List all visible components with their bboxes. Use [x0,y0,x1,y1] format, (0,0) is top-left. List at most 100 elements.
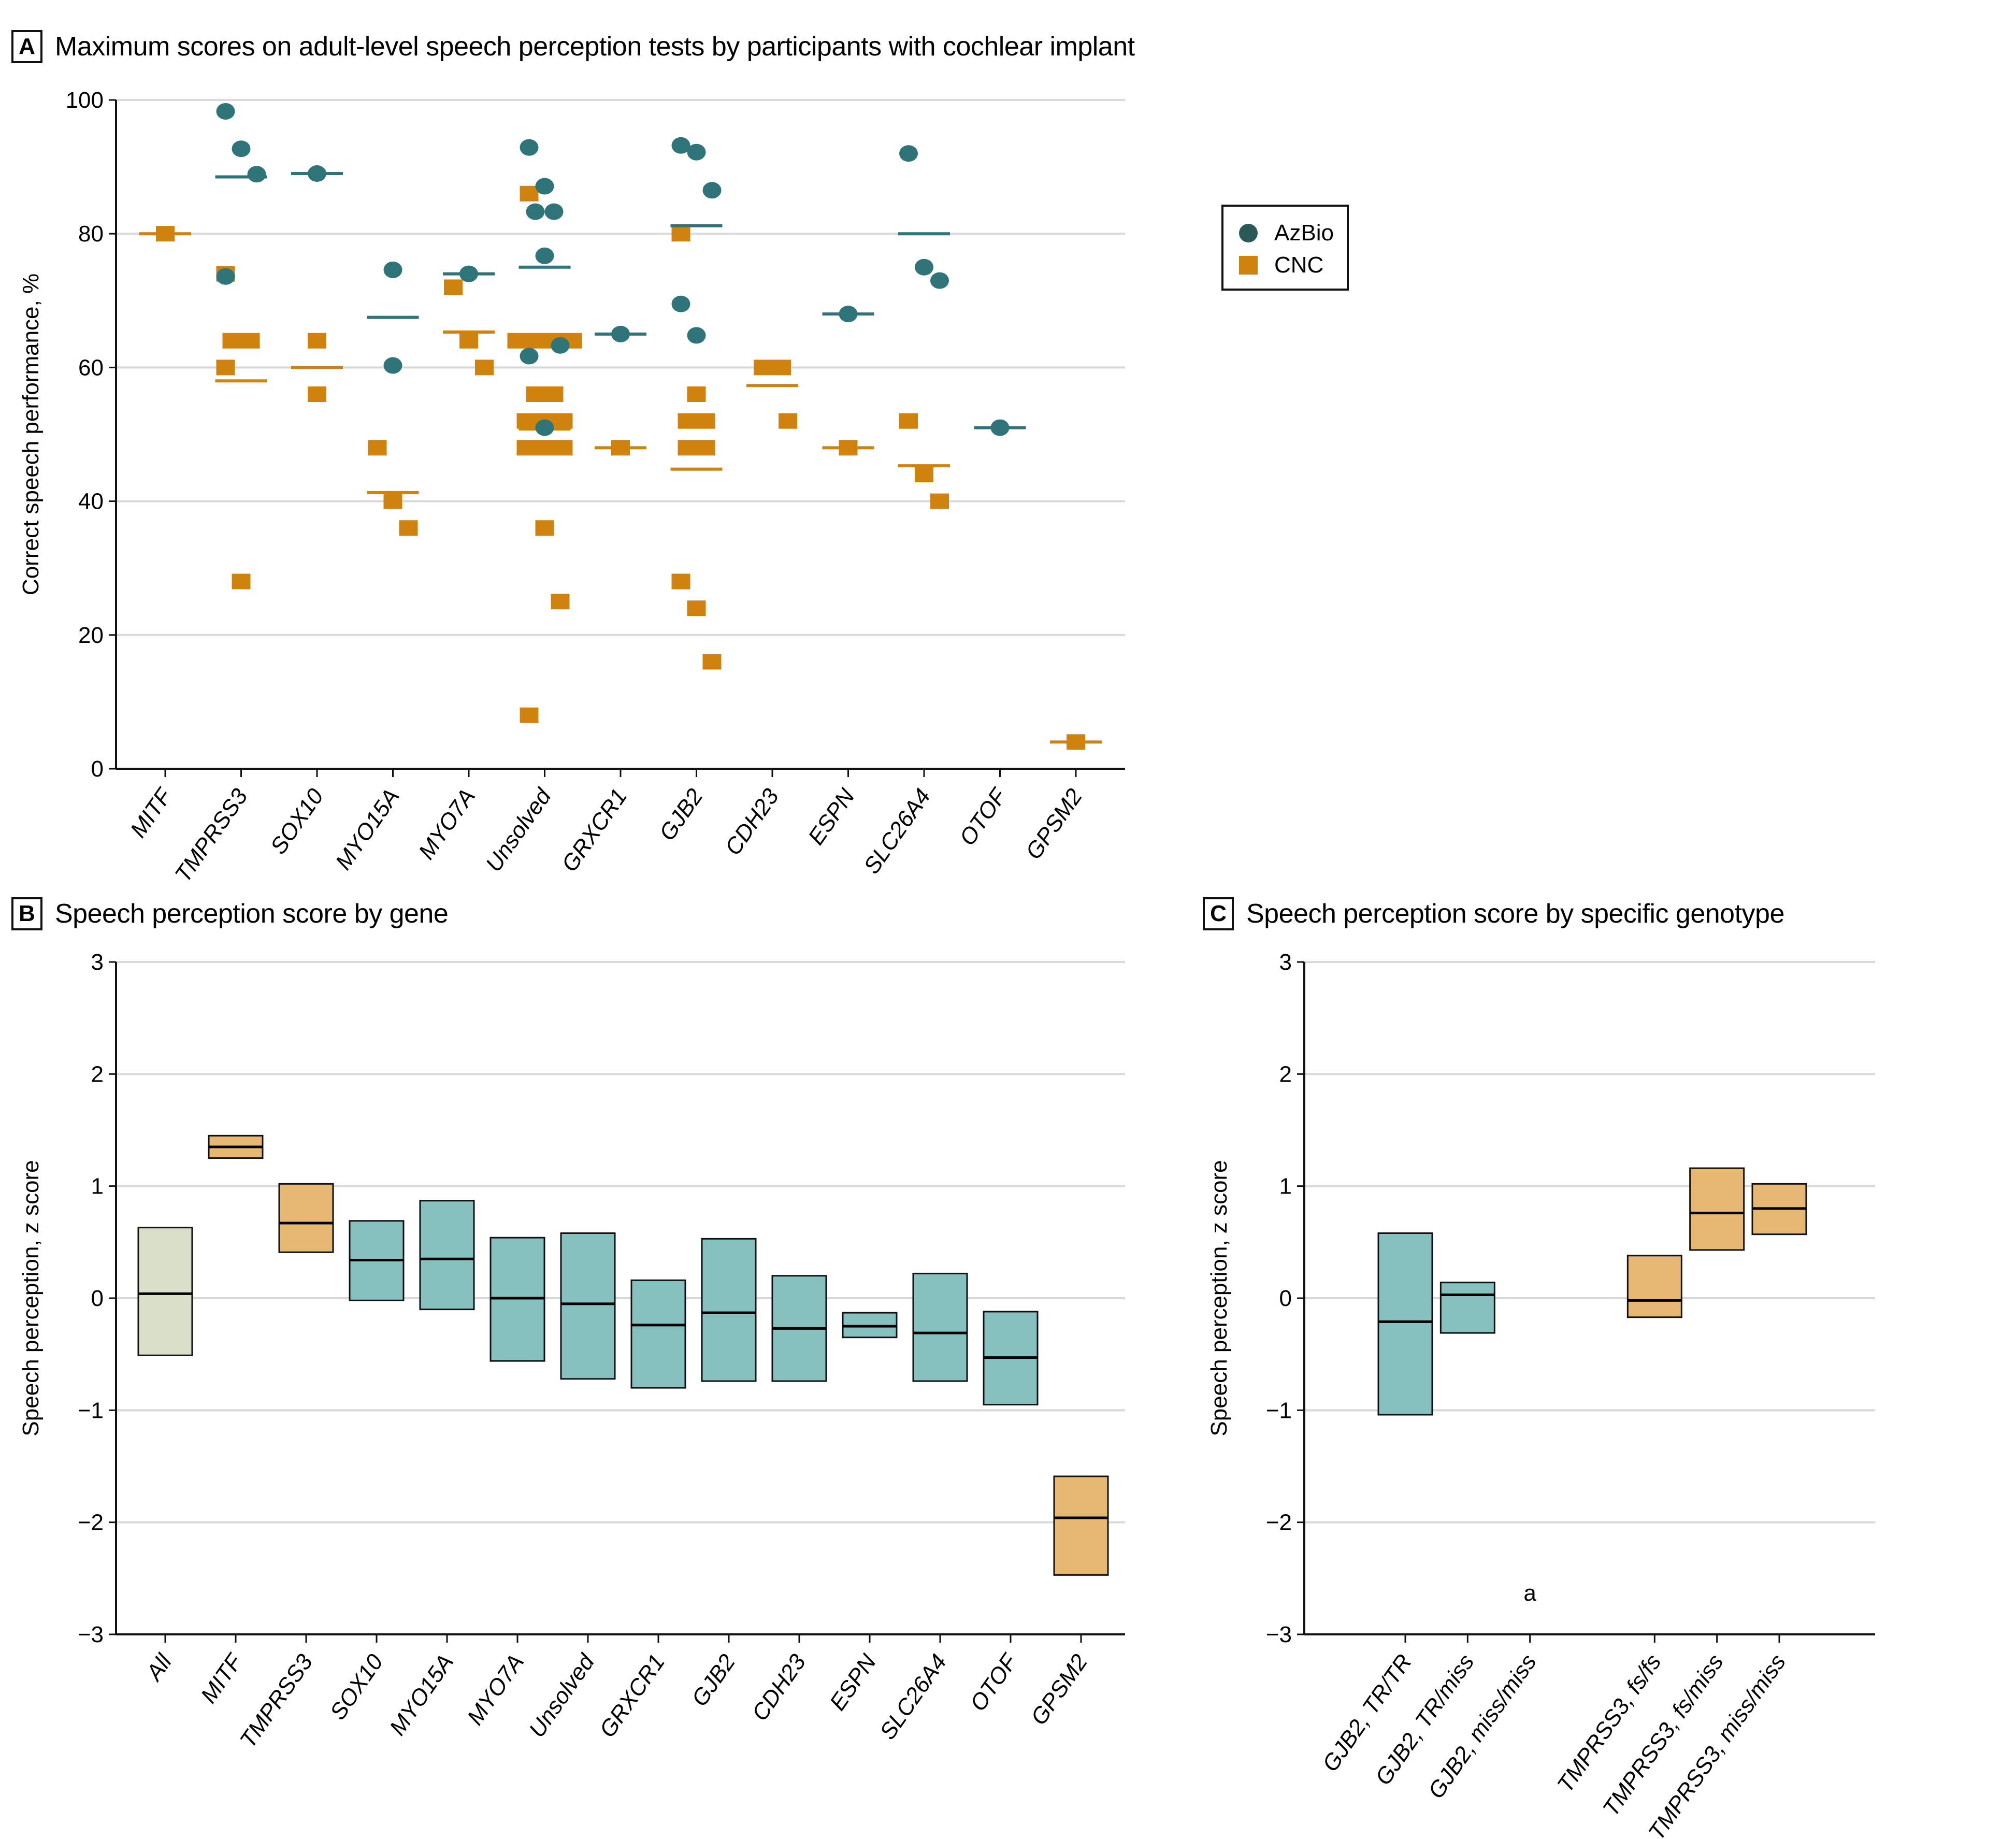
panel-a-x-tick-label: MITF [125,783,177,842]
panel-c-annotation: a [1523,1581,1536,1606]
cnc-point [156,226,175,242]
cnc-point [754,360,772,376]
azbio-point [687,143,706,161]
panel-c-x-tick-label: GJB2, miss/miss [1423,1650,1542,1803]
panel-a-letter: A [11,30,42,63]
panel-b-header: B Speech perception score by gene [11,897,449,930]
cnc-point [696,413,715,429]
square-marker-icon [1239,256,1258,275]
panel-c-box [1626,1255,1682,1318]
panel-b-box [630,1279,686,1389]
panel-a-x-tick-label: SOX10 [266,784,329,859]
cnc-point [526,386,545,403]
panel-b-x-tick-label: CDH23 [747,1649,811,1726]
azbio-point [216,103,235,120]
cnc-point [516,413,536,429]
cnc-point [930,493,949,509]
panel-b-box [912,1272,968,1382]
cnc-point [507,333,526,349]
panel-b-box [278,1183,334,1253]
azbio-point [915,258,933,276]
panel-a-x-tick-label: GRXCR1 [557,784,632,877]
circle-marker-icon [1239,224,1258,242]
panel-c-y-tick-label: −1 [1266,1398,1292,1423]
cnc-point [444,279,463,295]
azbio-point [611,325,630,342]
cnc-point [232,573,251,590]
panel-c-y-tick-label: 3 [1279,950,1292,975]
panel-c-y-tick-label: 2 [1279,1061,1292,1087]
panel-c-box [1377,1232,1433,1416]
cnc-point [678,440,697,456]
azbio-point [930,272,949,289]
cnc-point [520,707,539,723]
azbio-point [671,295,690,312]
panel-c-y-axis-label: Speech perception, z score [1206,1160,1232,1436]
cnc-point [671,573,690,590]
panel-b-x-tick-label: OTOF [965,1649,1023,1716]
panel-b-title: Speech perception score by gene [55,899,449,929]
panel-b-box [560,1232,616,1380]
panel-a-header: A Maximum scores on adult-level speech p… [11,30,1135,63]
panel-a-x-tick-label: ESPN [803,784,860,849]
panel-b-box [419,1200,475,1311]
panel-b-y-tick-label: 2 [91,1061,104,1087]
panel-a-x-tick-label: Unsolved [481,783,556,877]
azbio-point [535,178,554,195]
legend-item-cnc: CNC [1239,252,1323,278]
panel-c-box [1689,1167,1745,1251]
cnc-point [222,333,241,349]
azbio-point [520,139,539,156]
legend-item-azbio: AzBio [1239,220,1334,246]
cnc-point [899,413,918,429]
panel-b-x-tick-label: All [140,1649,177,1687]
panel-b-x-tick-label: GPSM2 [1026,1650,1092,1730]
panel-b-box [701,1238,757,1382]
panel-b-box [137,1227,193,1356]
panel-a-x-tick-label: MYO15A [330,784,405,874]
cnc-point [535,440,554,456]
cnc-point [687,386,706,403]
legend-label: CNC [1274,252,1324,278]
cnc-point [368,440,387,456]
panel-a-x-tick-label: MYO7A [414,784,480,864]
panel-a-x-tick-label: GJB2 [654,784,708,845]
cnc-point [544,386,564,403]
cnc-point [526,333,545,349]
panel-a-y-tick-label: 20 [78,623,104,648]
panel-a-title: Maximum scores on adult-level speech per… [55,32,1135,62]
azbio-point [702,182,722,199]
cnc-point [671,226,690,242]
azbio-point [247,166,266,183]
panel-c-y-tick-label: 1 [1279,1174,1292,1199]
azbio-point [535,247,554,264]
panel-b-y-tick-label: −2 [78,1510,104,1535]
azbio-point [526,203,545,220]
azbio-point [459,265,478,282]
panel-b-y-tick-label: −3 [78,1622,104,1647]
panel-a-x-tick-label: GPSM2 [1021,784,1087,864]
panel-b-x-tick-label: Unsolved [524,1649,600,1742]
panel-a-y-tick-label: 60 [78,355,104,380]
legend: AzBio CNC [1221,205,1349,291]
panel-b-x-tick-label: MYO15A [385,1650,459,1740]
panel-a-y-tick-label: 0 [91,756,104,782]
azbio-point [383,261,402,278]
panel-a-x-tick-label: TMPRSS3 [170,784,253,887]
panel-c-box [1439,1282,1495,1334]
azbio-point [990,419,1010,436]
cnc-point [383,493,402,509]
cnc-point [308,386,326,403]
cnc-point [687,600,706,616]
azbio-point [551,337,570,354]
cnc-point [520,185,539,202]
panel-a-x-tick-label: SLC26A4 [859,784,935,879]
cnc-point [535,520,554,536]
azbio-point [544,203,564,220]
azbio-point [671,137,690,154]
panel-b-letter: B [11,897,42,930]
panel-b-x-tick-label: SOX10 [325,1649,388,1725]
cnc-point [839,440,858,456]
azbio-point [383,357,402,374]
